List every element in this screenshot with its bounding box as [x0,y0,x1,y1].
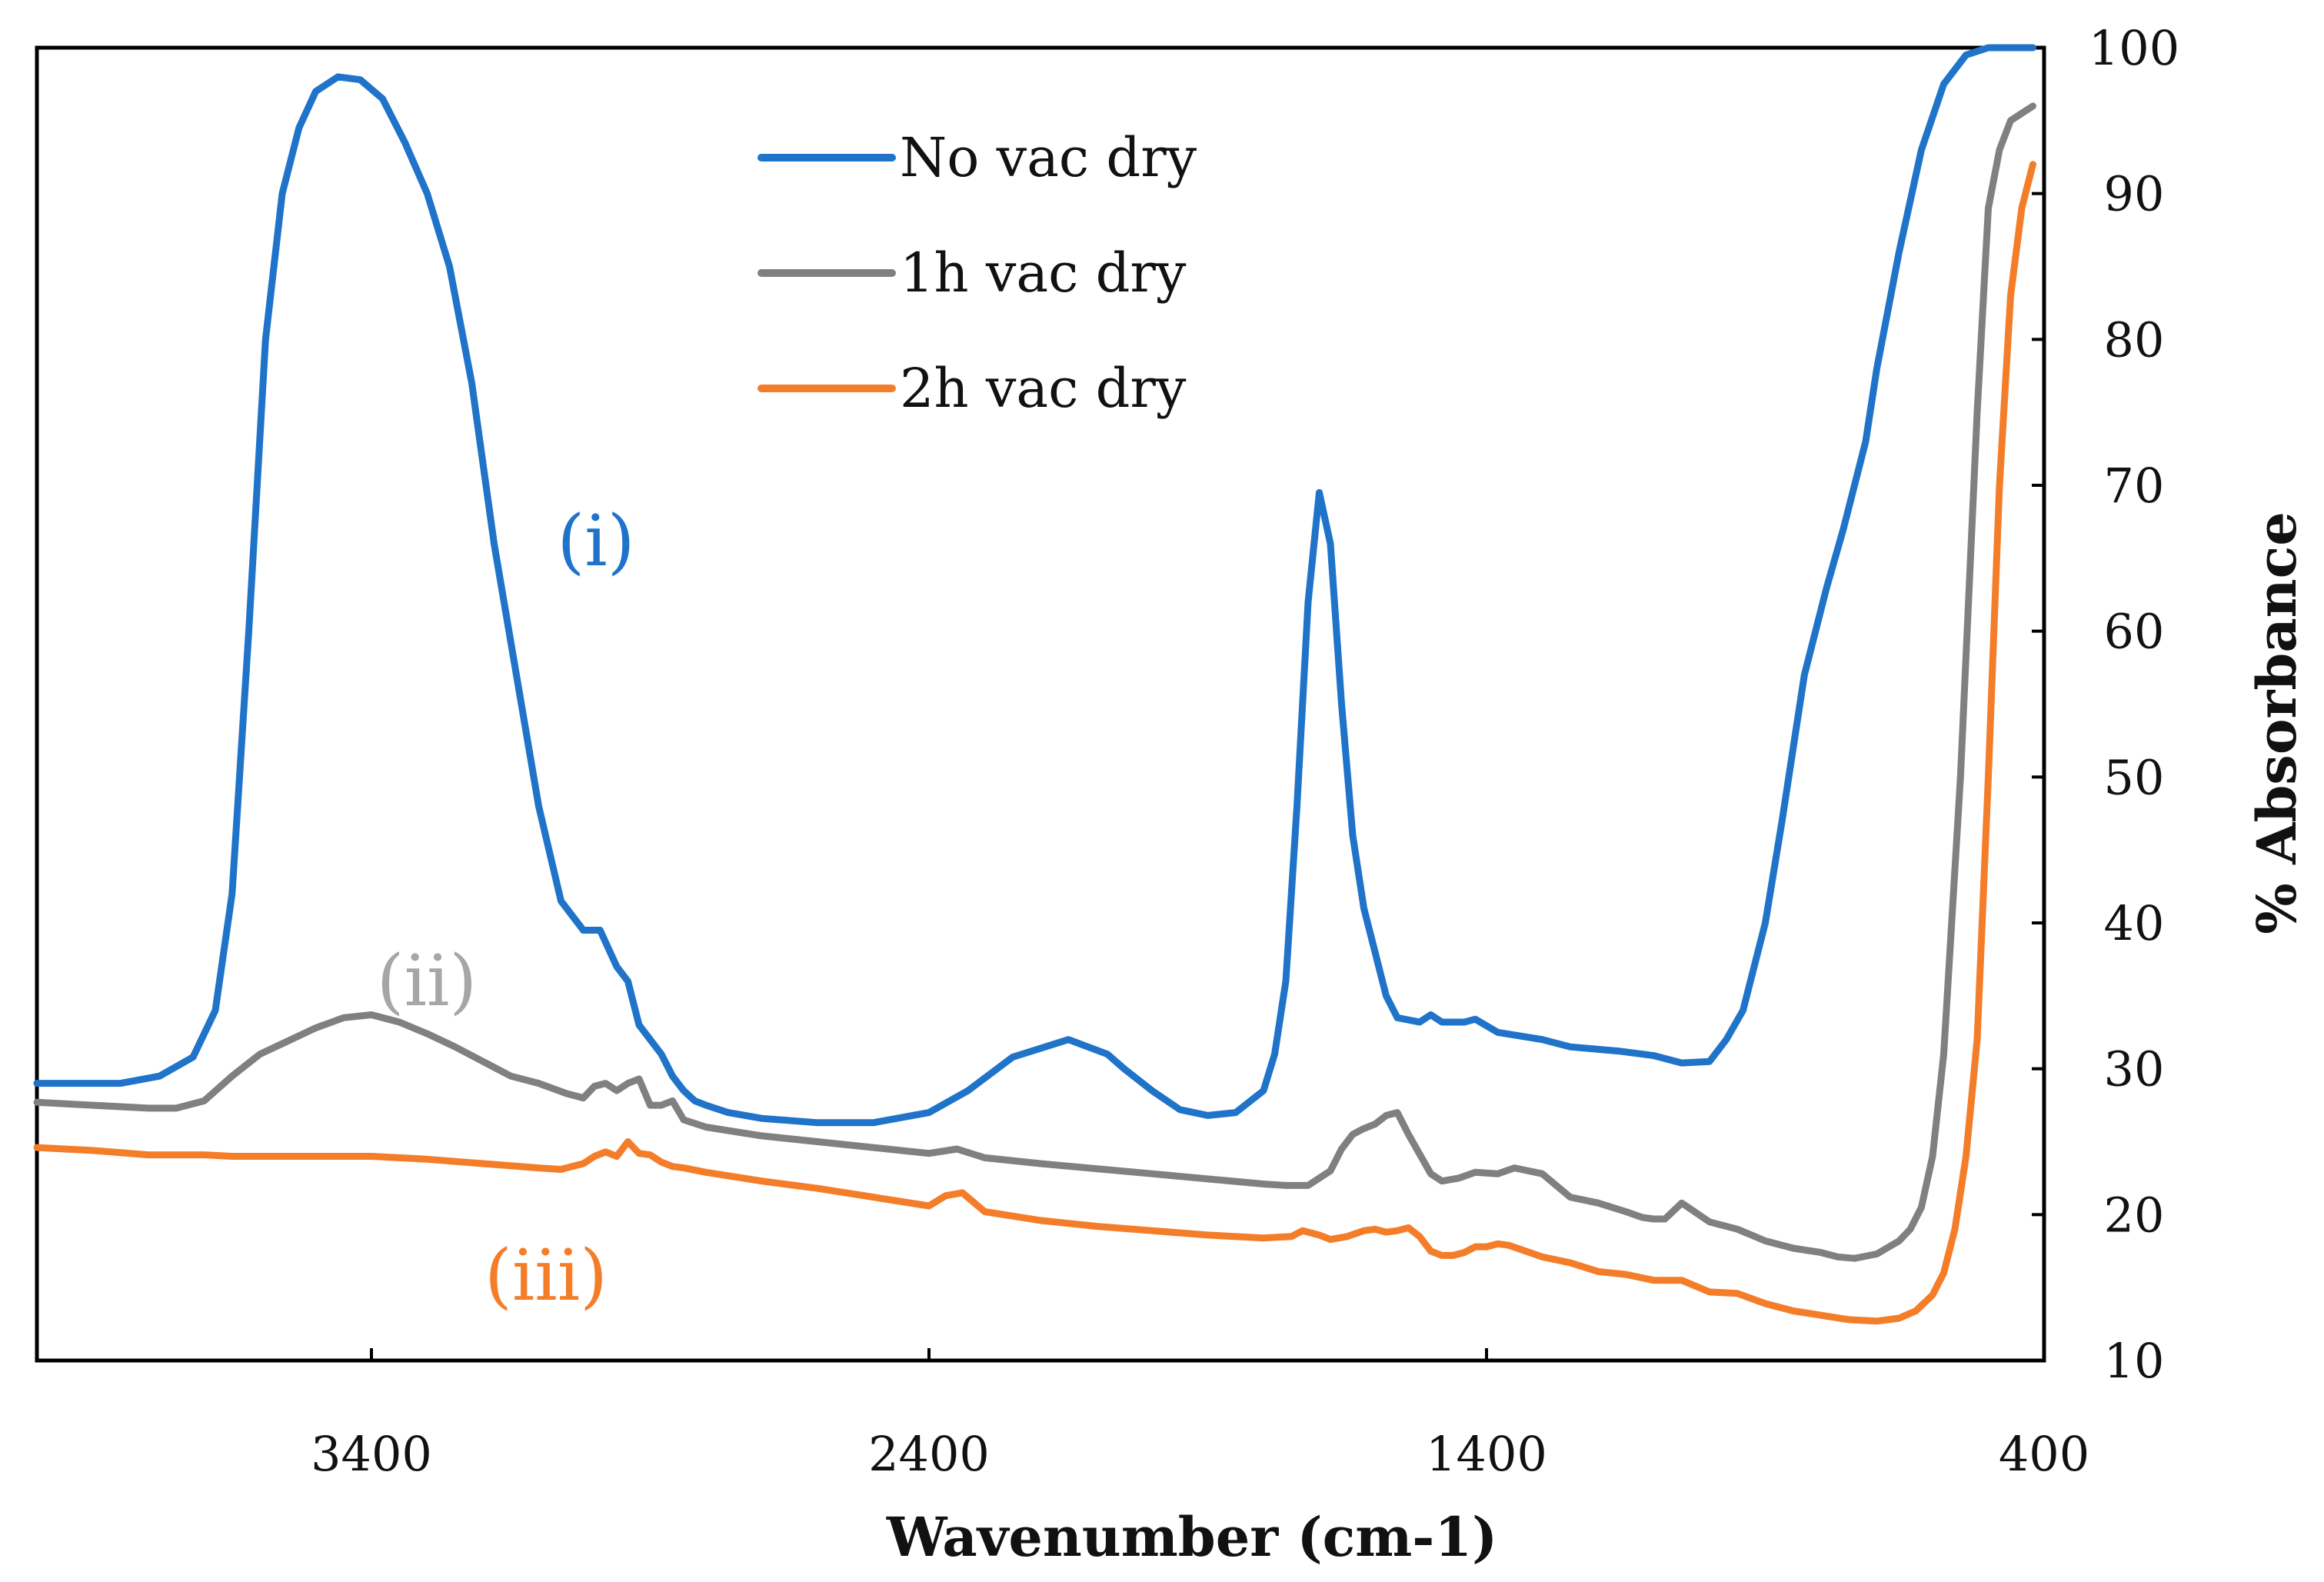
y-tick-label-80: 80 [2104,311,2165,368]
legend-label-2: 1h vac dry [900,241,1187,305]
y-tick-label-20: 20 [2104,1187,2165,1243]
x-tick-label-2400: 2400 [868,1426,990,1482]
plot-area-frame [35,45,2046,1363]
x-tick-label-400: 400 [1999,1426,2089,1482]
annotations: (i) (ii) (iii) [377,500,635,1317]
x-axis: 3400 2400 1400 400 [311,1348,2089,1482]
y-axis: 10 20 30 40 50 60 70 80 90 100 [2032,20,2179,1389]
y-tick-label-30: 30 [2104,1041,2165,1097]
y-tick-label-10: 10 [2104,1333,2165,1389]
annotation-1: (i) [557,500,634,582]
legend-label-3: 2h vac dry [900,357,1187,420]
series-line-3 [33,161,2036,1325]
legend-label-1: No vac dry [900,126,1197,189]
x-tick-label-3400: 3400 [311,1426,432,1482]
annotation-3: (iii) [484,1234,608,1317]
y-tick-label-70: 70 [2104,458,2165,514]
legend: No vac dry 1h vac dry 2h vac dry [757,126,1197,420]
x-tick-label-1400: 1400 [1426,1426,1547,1482]
x-axis-title: Wavenumber (cm-1) [886,1505,1497,1569]
series-lines [33,44,2036,1325]
y-tick-label-60: 60 [2104,604,2165,660]
y-tick-label-40: 40 [2104,895,2165,951]
y-axis-title: % Absorbance [2245,511,2309,934]
y-tick-label-90: 90 [2104,166,2165,222]
y-tick-label-50: 50 [2104,749,2165,805]
annotation-2: (ii) [377,940,478,1022]
series-line-1 [33,44,2036,1127]
series-line-2 [33,102,2036,1262]
y-tick-label-100: 100 [2089,20,2179,76]
